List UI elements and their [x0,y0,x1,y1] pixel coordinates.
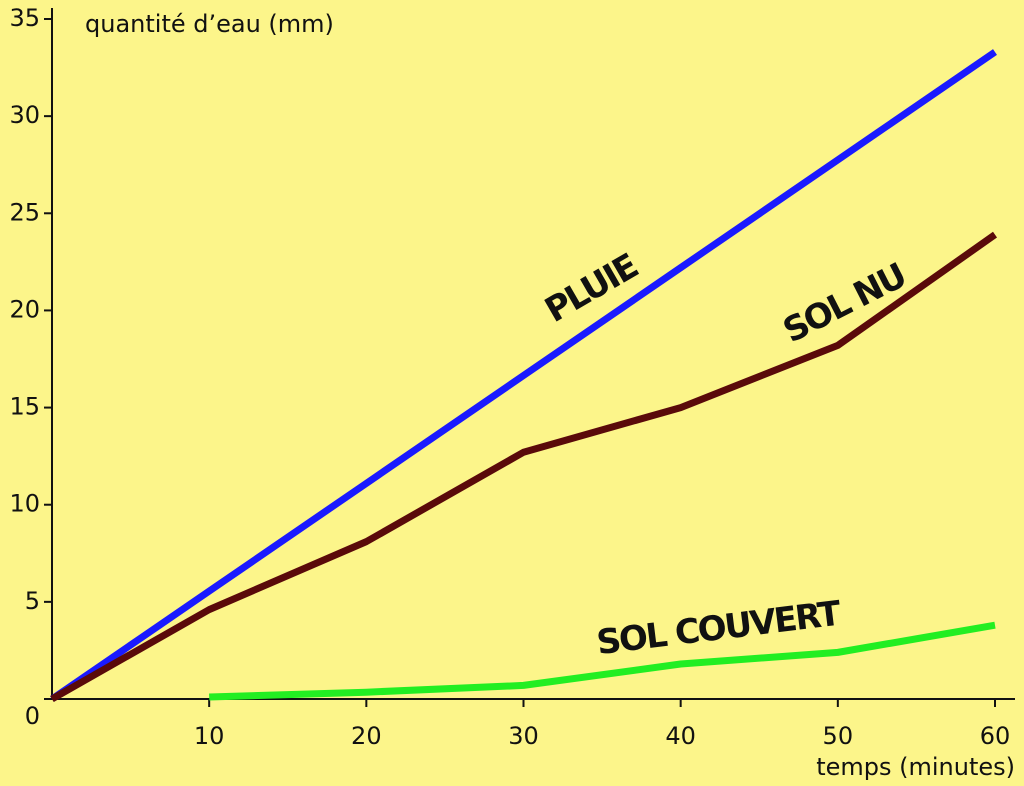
y-tick-label: 5 [25,587,40,615]
y-tick-label: 20 [9,295,40,323]
series-line [50,231,998,703]
y-tick-label: 35 [9,4,40,32]
x-tick-label: 40 [665,722,696,750]
series-label: PLUIE [538,247,644,331]
x-tick-label: 30 [508,722,539,750]
y-tick-label: 15 [9,393,40,421]
x-tick-label: 10 [194,722,225,750]
y-tick-label: 25 [9,198,40,226]
x-axis-label: temps (minutes) [816,753,1015,781]
x-tick-label: 20 [351,722,382,750]
x-tick-label: 60 [980,722,1011,750]
y-tick-label: 0 [25,702,40,730]
y-tick-label: 30 [9,101,40,129]
y-tick-label: 10 [9,490,40,518]
series-line [209,621,996,701]
series-line [50,49,997,702]
x-tick-label: 50 [823,722,854,750]
y-axis-label: quantité d’eau (mm) [85,10,334,38]
